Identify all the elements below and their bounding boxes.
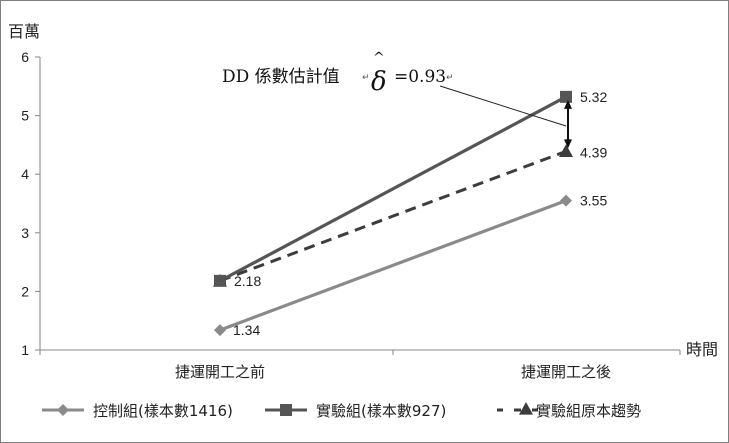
- y-tick-label: 6: [21, 49, 29, 65]
- legend-marker: [519, 402, 533, 415]
- x-category-label: 捷運開工之後: [521, 363, 611, 381]
- x-category-label: 捷運開工之前: [175, 363, 265, 381]
- legend-item-3: 實驗組原本趨勢: [497, 402, 641, 420]
- x-axis-label: 時間: [686, 340, 718, 359]
- data-point: [559, 144, 573, 157]
- data-label: 2.18: [234, 273, 261, 289]
- data-point: [214, 324, 226, 337]
- dd-annotation: DD 係數估計值 ↵ ^ δ =0.93 ↵: [222, 50, 572, 149]
- series-layer: 1.34 3.55 2.18 5.32 4.39: [213, 89, 607, 338]
- series-line: [219, 149, 567, 283]
- legend-marker: [57, 404, 69, 416]
- data-label: 1.34: [233, 322, 260, 338]
- annotation-prefix: DD 係數估計值: [222, 67, 340, 87]
- annotation-delta: δ: [371, 67, 387, 97]
- legend-label: 控制組(樣本數1416): [93, 402, 233, 420]
- y-tick-label: 4: [21, 166, 29, 182]
- annotation-leader-line: [439, 85, 567, 127]
- data-point: [560, 90, 572, 103]
- dd-arrow-head-bottom: [564, 139, 572, 149]
- data-label: 5.32: [580, 89, 607, 105]
- data-label: 3.55: [580, 193, 607, 209]
- y-tick-label: 2: [21, 283, 29, 299]
- dd-arrow-head-top: [564, 99, 572, 109]
- annotation-return-mark-2: ↵: [446, 73, 454, 83]
- y-tick-label: 1: [21, 342, 29, 358]
- y-axis-label: 百萬: [8, 22, 40, 41]
- data-point: [560, 194, 572, 207]
- legend: 控制組(樣本數1416) 實驗組(樣本數927) 實驗組原本趨勢: [42, 402, 641, 420]
- y-tick-label: 3: [21, 225, 29, 241]
- annotation-value: =0.93: [394, 67, 446, 87]
- legend-label: 實驗組原本趨勢: [536, 402, 641, 420]
- series-line: [219, 95, 567, 283]
- legend-label: 實驗組(樣本數927): [316, 402, 446, 420]
- y-tick-label: 5: [21, 108, 29, 124]
- series-1: [214, 194, 572, 337]
- annotation-return-mark-1: ↵: [362, 73, 370, 83]
- legend-marker: [280, 404, 292, 416]
- y-axis: 1 2 3 4 5 6: [21, 49, 41, 358]
- annotation-delta-hat: ^: [373, 50, 385, 66]
- data-label: 4.39: [580, 144, 607, 160]
- x-axis: 捷運開工之前 捷運開工之後: [39, 349, 681, 381]
- legend-item-1: 控制組(樣本數1416): [42, 402, 233, 420]
- series-2: [214, 90, 572, 287]
- series-line: [219, 199, 567, 332]
- data-point: [214, 274, 226, 287]
- legend-item-2: 實驗組(樣本數927): [265, 402, 446, 420]
